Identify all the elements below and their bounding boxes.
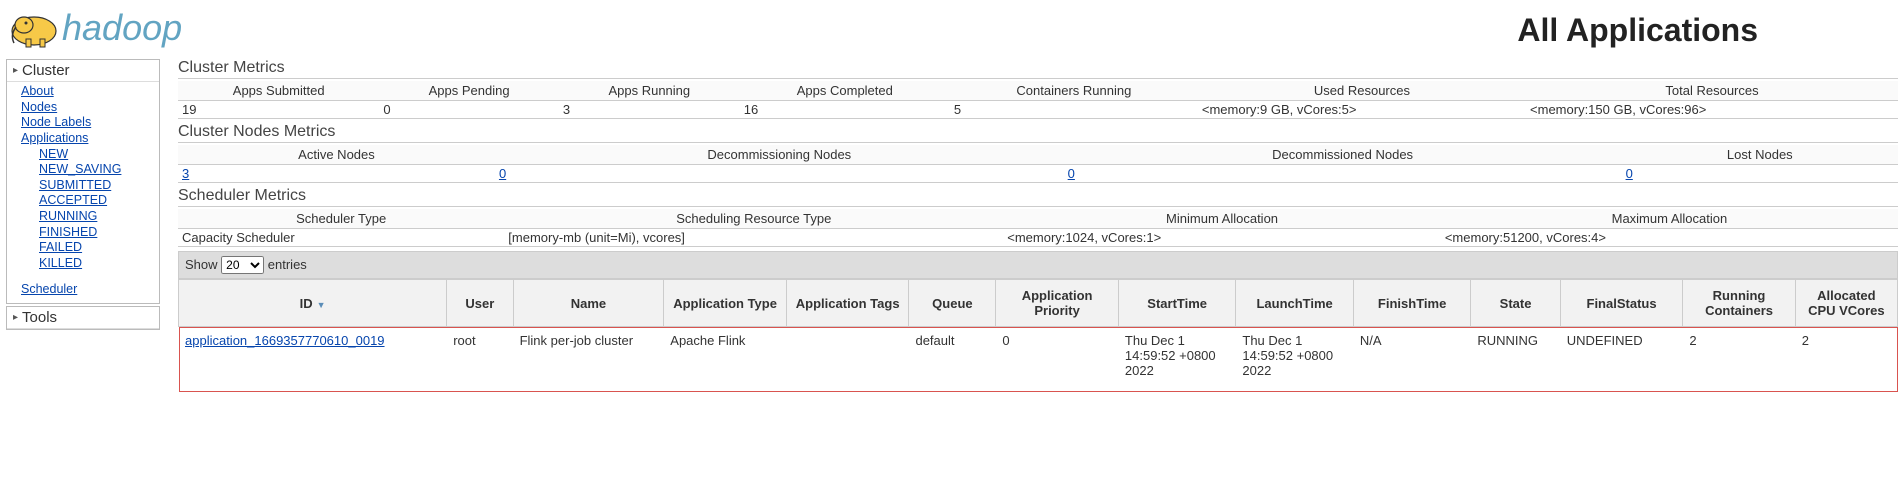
cell-queue: default	[909, 327, 996, 393]
metric-value: 16	[740, 101, 950, 119]
sort-indicator-icon: ▼	[317, 300, 326, 310]
scheduler-metrics-table: Scheduler TypeScheduling Resource TypeMi…	[178, 209, 1898, 247]
metric-value: <memory:9 GB, vCores:5>	[1198, 101, 1526, 119]
metric-value: <memory:150 GB, vCores:96>	[1526, 101, 1898, 119]
metric-header: Apps Submitted	[178, 81, 379, 101]
metric-link[interactable]: 0	[1622, 165, 1898, 183]
nodes-metrics-table: Active NodesDecommissioning NodesDecommi…	[178, 145, 1898, 183]
metric-header: Lost Nodes	[1622, 145, 1898, 165]
cell-finish: N/A	[1353, 327, 1470, 393]
sidebar-link-killed[interactable]: KILLED	[39, 256, 153, 272]
metric-header: Apps Completed	[740, 81, 950, 101]
sidebar-cluster-box: ▸ Cluster About Nodes Node Labels Applic…	[6, 59, 160, 304]
column-header[interactable]: User	[447, 280, 513, 327]
scheduler-metrics-head: Scheduler Metrics	[178, 187, 1898, 207]
metric-value: [memory-mb (unit=Mi), vcores]	[504, 229, 1003, 247]
metric-header: Active Nodes	[178, 145, 495, 165]
cell-user: root	[447, 327, 513, 393]
metric-link[interactable]: 0	[495, 165, 1064, 183]
triangle-right-icon: ▸	[13, 312, 18, 323]
sidebar: ▸ Cluster About Nodes Node Labels Applic…	[6, 59, 160, 392]
sidebar-link-applications[interactable]: Applications	[21, 131, 153, 147]
elephant-icon	[6, 7, 64, 49]
cell-name: Flink per-job cluster	[513, 327, 664, 393]
application-link[interactable]: application_1669357770610_0019	[185, 333, 385, 348]
metric-value: Capacity Scheduler	[178, 229, 504, 247]
cluster-metrics-head: Cluster Metrics	[178, 59, 1898, 79]
entries-label: entries	[268, 257, 307, 272]
metric-header: Decommissioning Nodes	[495, 145, 1064, 165]
app-id-link[interactable]: application_1669357770610_0019	[179, 327, 447, 393]
sidebar-tools-label: Tools	[22, 309, 57, 326]
metric-header: Minimum Allocation	[1003, 209, 1441, 229]
metric-header: Apps Pending	[379, 81, 558, 101]
column-header[interactable]: Allocated CPU VCores	[1795, 280, 1897, 327]
sidebar-link-nodes[interactable]: Nodes	[21, 100, 153, 116]
column-header[interactable]: StartTime	[1118, 280, 1235, 327]
column-header[interactable]: Name	[513, 280, 664, 327]
metric-value: 3	[559, 101, 740, 119]
cell-running-containers: 2	[1683, 327, 1795, 393]
metric-value: 19	[178, 101, 379, 119]
cell-type: Apache Flink	[664, 327, 787, 393]
metric-header: Total Resources	[1526, 81, 1898, 101]
sidebar-link-scheduler[interactable]: Scheduler	[21, 282, 153, 298]
sidebar-link-new[interactable]: NEW	[39, 147, 153, 163]
sidebar-cluster-label: Cluster	[22, 62, 70, 79]
nodes-metrics-head: Cluster Nodes Metrics	[178, 123, 1898, 143]
column-header[interactable]: Application Tags	[786, 280, 909, 327]
sidebar-link-new-saving[interactable]: NEW_SAVING	[39, 162, 153, 178]
page-size-select[interactable]: 102050100	[221, 256, 264, 274]
sidebar-link-accepted[interactable]: ACCEPTED	[39, 193, 153, 209]
applications-table: ID▼UserNameApplication TypeApplication T…	[178, 279, 1898, 392]
sidebar-link-finished[interactable]: FINISHED	[39, 225, 153, 241]
triangle-right-icon: ▸	[13, 65, 18, 76]
sidebar-link-about[interactable]: About	[21, 84, 153, 100]
sidebar-tools-toggle[interactable]: ▸ Tools	[7, 307, 159, 329]
cell-final: UNDEFINED	[1560, 327, 1683, 393]
metric-value: 5	[950, 101, 1198, 119]
metric-header: Scheduler Type	[178, 209, 504, 229]
metric-header: Containers Running	[950, 81, 1198, 101]
pager-bar: Show 102050100 entries	[178, 251, 1898, 279]
metric-value: <memory:51200, vCores:4>	[1441, 229, 1898, 247]
cell-launch: Thu Dec 1 14:59:52 +0800 2022	[1236, 327, 1353, 393]
column-header[interactable]: Queue	[909, 280, 996, 327]
metric-header: Used Resources	[1198, 81, 1526, 101]
sidebar-tools-box: ▸ Tools	[6, 306, 160, 330]
column-header[interactable]: ID▼	[179, 280, 447, 327]
cell-priority: 0	[996, 327, 1119, 393]
sidebar-link-submitted[interactable]: SUBMITTED	[39, 178, 153, 194]
table-row: application_1669357770610_0019 rootFlink …	[179, 327, 1898, 393]
cell-state: RUNNING	[1471, 327, 1560, 393]
sidebar-link-failed[interactable]: FAILED	[39, 240, 153, 256]
show-label: Show	[185, 257, 218, 272]
sidebar-cluster-toggle[interactable]: ▸ Cluster	[7, 60, 159, 82]
metric-header: Maximum Allocation	[1441, 209, 1898, 229]
metric-header: Scheduling Resource Type	[504, 209, 1003, 229]
hadoop-logo: hadoop	[6, 7, 182, 49]
metric-header: Apps Running	[559, 81, 740, 101]
logo-text: hadoop	[62, 7, 182, 49]
cell-tags	[786, 327, 909, 393]
main-content: Cluster Metrics Apps SubmittedApps Pendi…	[178, 59, 1898, 392]
metric-link[interactable]: 0	[1064, 165, 1622, 183]
metric-header: Decommissioned Nodes	[1064, 145, 1622, 165]
cluster-metrics-table: Apps SubmittedApps PendingApps RunningAp…	[178, 81, 1898, 119]
column-header[interactable]: Application Type	[664, 280, 787, 327]
column-header[interactable]: State	[1471, 280, 1560, 327]
column-header[interactable]: LaunchTime	[1236, 280, 1353, 327]
cell-cpu-vcores: 2	[1795, 327, 1897, 393]
column-header[interactable]: FinishTime	[1353, 280, 1470, 327]
cell-start: Thu Dec 1 14:59:52 +0800 2022	[1118, 327, 1235, 393]
sidebar-link-node-labels[interactable]: Node Labels	[21, 115, 153, 131]
column-header[interactable]: FinalStatus	[1560, 280, 1683, 327]
metric-link[interactable]: 3	[178, 165, 495, 183]
sidebar-link-running[interactable]: RUNNING	[39, 209, 153, 225]
column-header[interactable]: Running Containers	[1683, 280, 1795, 327]
column-header[interactable]: Application Priority	[996, 280, 1119, 327]
metric-value: <memory:1024, vCores:1>	[1003, 229, 1441, 247]
metric-value: 0	[379, 101, 558, 119]
page-title: All Applications	[182, 6, 1898, 49]
